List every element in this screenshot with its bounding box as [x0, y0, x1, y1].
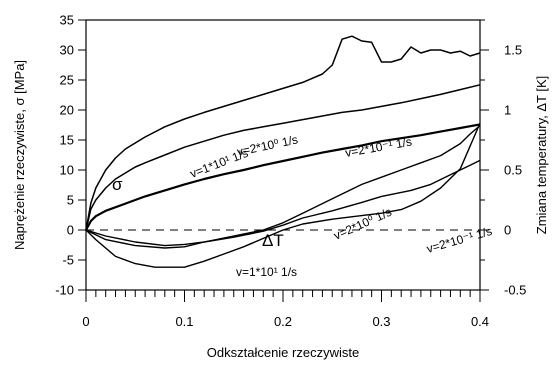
y-right-tick-label: 1.5: [504, 43, 522, 58]
y-right-tick-label: 0.5: [504, 163, 522, 178]
y-left-tick-label: 5: [67, 193, 74, 208]
y-left-tick-label: 15: [60, 133, 74, 148]
y-axis-right-title: Zmiana temperatury, ΔT [K]: [534, 76, 549, 234]
temperature-series-label: v=1*10¹ 1/s: [236, 265, 297, 279]
stress-series-line: [85, 35, 481, 231]
series-lines: [85, 35, 481, 268]
stress-series-line: [85, 84, 481, 231]
temperature-series-label: v=2*10⁻¹ 1/s: [425, 224, 494, 256]
stress-series-label: v=2*10⁻¹ 1/s: [344, 134, 413, 159]
y-left-tick-label: 35: [60, 13, 74, 28]
y-left-tick-label: 10: [60, 163, 74, 178]
x-tick-label: 0.4: [471, 314, 489, 329]
temperature-series-line: [85, 159, 481, 247]
y-left-tick-label: 20: [60, 103, 74, 118]
stress-series-line: [85, 123, 481, 231]
y-left-tick-label: 0: [67, 223, 74, 238]
temperature-series-label: v=2*10⁰ 1/s: [332, 205, 394, 243]
y-left-tick-label: -5: [62, 253, 74, 268]
series-labels: v=1*10¹ 1/s v=2*10⁰ 1/s v=2*10⁻¹ 1/s v=2*10…: [188, 132, 494, 279]
stress-group-label: σ: [112, 175, 123, 194]
y-left-tick-label: 30: [60, 43, 74, 58]
x-tick-label: 0.1: [175, 314, 193, 329]
temperature-series-line: [85, 122, 481, 268]
y-right-tick-label: -0.5: [504, 283, 526, 298]
temperature-group-label: ΔT: [262, 231, 284, 250]
y-left-tick-label: 25: [60, 73, 74, 88]
y-right-tick-label: 1: [504, 103, 511, 118]
x-axis-title: Odkształcenie rzeczywiste: [207, 345, 359, 360]
y-right-tick-label: 0: [504, 223, 511, 238]
y-axis-left-title: Naprężenie rzeczywiste, σ [MPa]: [12, 60, 27, 250]
x-tick-label: 0.3: [372, 314, 390, 329]
stress-series-label: v=2*10⁰ 1/s: [236, 132, 299, 159]
x-tick-label: 0.2: [274, 314, 292, 329]
x-tick-label: 0: [82, 314, 89, 329]
temperature-series-line: [85, 125, 481, 249]
y-left-tick-label: -10: [55, 283, 74, 298]
axis-ticks: 0 0.1 0.2 0.3 0.4 -10 -5 0 5 10 15 20 25 30 35 -0.5 0 0.5…: [55, 13, 526, 330]
